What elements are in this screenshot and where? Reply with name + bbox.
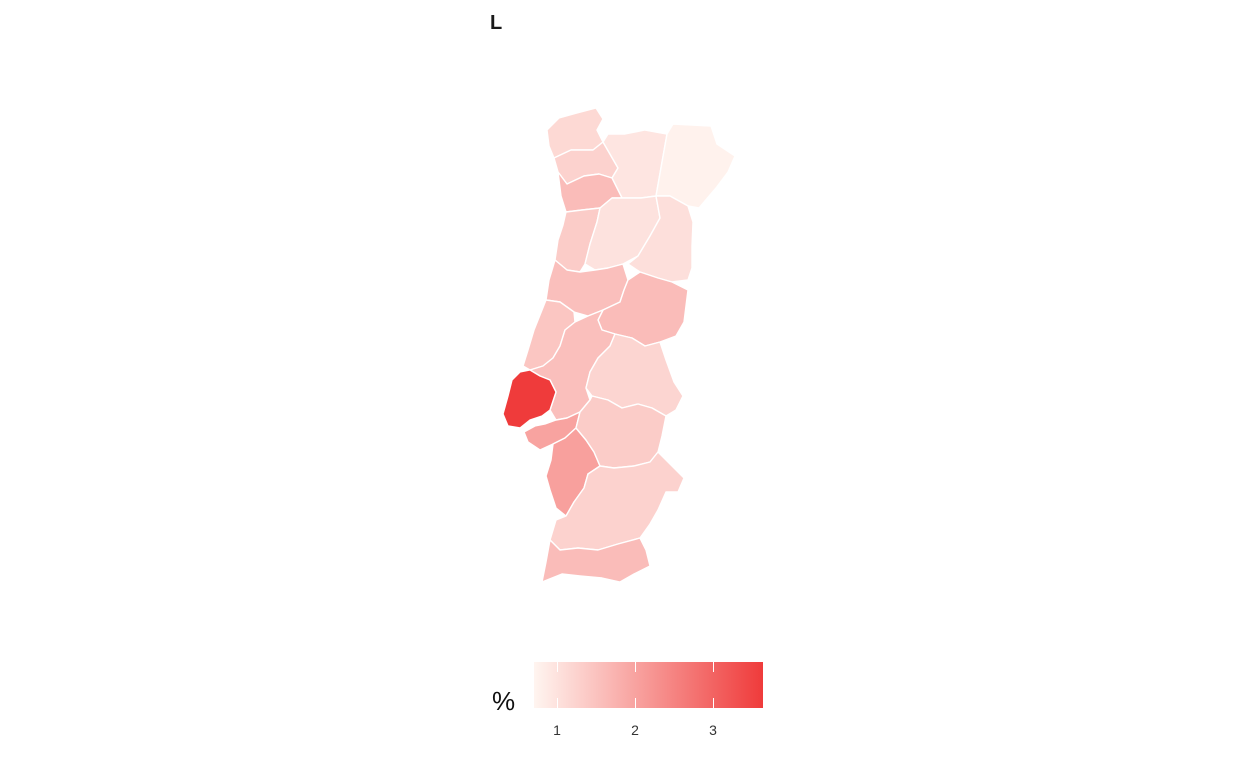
legend-tick-mark xyxy=(635,698,636,708)
legend-tick-mark xyxy=(713,698,714,708)
region-aveiro[interactable] xyxy=(554,207,601,273)
legend-tick-mark xyxy=(557,662,558,672)
legend-colorbar xyxy=(534,662,763,708)
region-faro[interactable] xyxy=(541,537,651,583)
legend-tick-label: 3 xyxy=(709,722,717,738)
legend-tick-label: 1 xyxy=(553,722,561,738)
legend-title: % xyxy=(492,686,516,716)
legend-tick-mark xyxy=(557,698,558,708)
legend-tick-mark xyxy=(713,662,714,672)
map-title: L xyxy=(490,12,503,34)
region-lisboa[interactable] xyxy=(502,369,557,429)
region-setubal-north[interactable] xyxy=(523,411,581,451)
legend-tick-mark xyxy=(635,662,636,672)
region-evora[interactable] xyxy=(575,395,667,469)
legend-tick-label: 2 xyxy=(631,722,639,738)
